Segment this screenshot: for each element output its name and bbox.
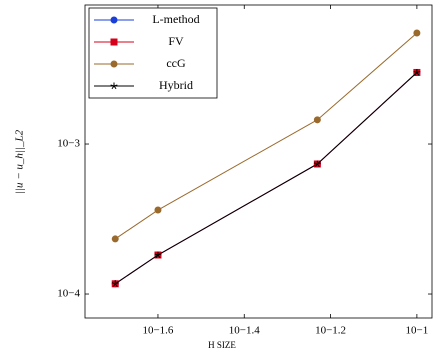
marker bbox=[413, 68, 421, 76]
x-tick-label: 10−1.4 bbox=[229, 325, 260, 337]
legend-box bbox=[88, 7, 218, 99]
y-tick-label: 10−4 bbox=[57, 288, 80, 300]
marker bbox=[313, 116, 321, 124]
marker bbox=[110, 16, 118, 24]
legend-label: L-method bbox=[152, 12, 199, 26]
series-line bbox=[114, 32, 418, 240]
marker bbox=[110, 60, 118, 68]
legend-label: Hybrid bbox=[159, 78, 193, 92]
x-tick-label: 10−1.2 bbox=[315, 325, 346, 337]
series-line bbox=[114, 72, 418, 285]
marker bbox=[111, 280, 119, 287]
plot-frame bbox=[84, 4, 433, 319]
legend-label: ccG bbox=[166, 56, 186, 70]
legend-label: FV bbox=[168, 34, 184, 48]
marker bbox=[413, 29, 421, 37]
marker bbox=[110, 82, 118, 90]
marker bbox=[154, 206, 162, 214]
x-axis-label: H SIZE bbox=[208, 340, 236, 350]
x-tick-label: 10−1 bbox=[406, 325, 429, 337]
marker bbox=[110, 38, 118, 46]
marker bbox=[111, 235, 119, 243]
y-axis-label: ||u − u_h||_L2 bbox=[14, 129, 26, 194]
x-tick-label: 10−1.6 bbox=[142, 325, 173, 337]
y-tick-label: 10−3 bbox=[57, 138, 80, 150]
marker bbox=[313, 160, 321, 168]
marker bbox=[154, 251, 162, 259]
